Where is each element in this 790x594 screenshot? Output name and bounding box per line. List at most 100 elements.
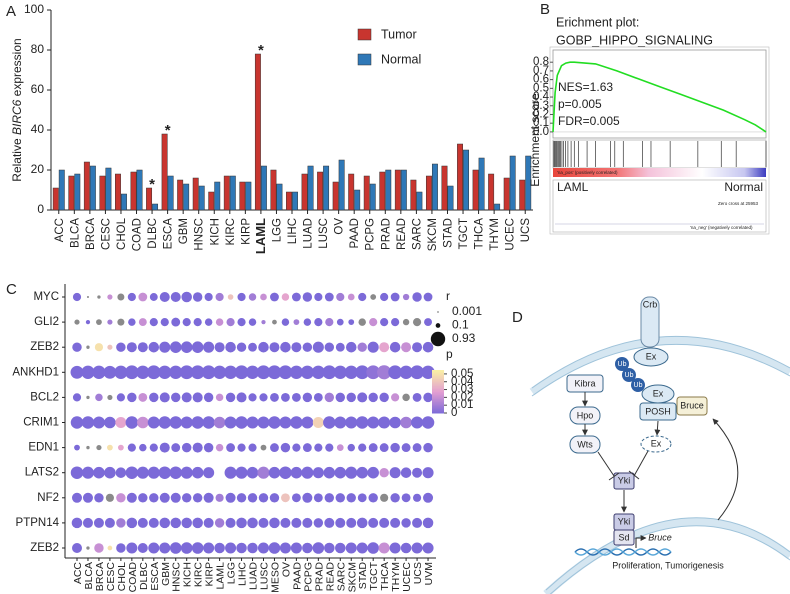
dot	[412, 318, 422, 327]
dot	[368, 517, 379, 528]
bar	[363, 175, 370, 211]
dot	[270, 443, 279, 453]
dot	[312, 416, 324, 429]
column-label: ESCA	[149, 562, 161, 591]
dot	[117, 293, 125, 301]
x-tick-label: LAML	[253, 218, 268, 254]
dot	[95, 393, 103, 402]
column-label: LUAD	[248, 562, 260, 590]
group-label: Normal	[724, 180, 763, 194]
x-tick-label: UCEC	[505, 218, 517, 251]
column-label: KICH	[182, 562, 194, 587]
dot	[86, 295, 90, 299]
dot	[139, 443, 147, 452]
color-legend-bar	[432, 397, 444, 400]
x-tick-label: LUAD	[303, 218, 315, 249]
dot	[149, 392, 159, 403]
dot	[379, 392, 389, 403]
node-label: Ex	[646, 351, 657, 361]
x-tick-label: BRCA	[85, 218, 97, 250]
dot	[215, 493, 224, 502]
dot	[355, 365, 370, 380]
x-tick-label: STAD	[442, 218, 454, 248]
dot	[313, 518, 324, 528]
x-tick-label: DLBC	[147, 218, 159, 249]
yki-node	[613, 472, 635, 490]
node-label: Ub	[625, 372, 634, 379]
color-legend-bar	[432, 381, 444, 384]
y-tick-label: 0.2	[533, 109, 549, 121]
color-legend-bar	[432, 382, 444, 385]
dot	[257, 466, 270, 479]
dot	[136, 365, 150, 379]
bar	[478, 157, 485, 211]
bar	[260, 165, 267, 211]
dot	[248, 342, 257, 352]
y-tick-label: 20	[31, 162, 45, 176]
dot	[171, 443, 181, 453]
dot	[225, 392, 236, 403]
dot	[192, 392, 203, 403]
dot	[334, 466, 347, 479]
dot	[422, 517, 434, 529]
dot	[423, 492, 434, 503]
dot	[289, 365, 304, 379]
dot	[93, 517, 104, 528]
dot	[191, 542, 204, 554]
x-tick-label: ESCA	[163, 218, 175, 250]
dot	[203, 542, 215, 554]
dot	[70, 466, 84, 479]
dot	[125, 466, 139, 479]
dot	[159, 442, 170, 453]
bar	[198, 185, 205, 211]
dot	[147, 466, 160, 479]
color-legend-bar	[432, 371, 444, 374]
gene-label: Bruce	[648, 532, 672, 542]
dot	[94, 543, 104, 553]
bar	[254, 53, 261, 211]
y-axis-label: Enrichment score	[528, 93, 542, 187]
dot	[291, 342, 302, 353]
dot	[71, 492, 83, 503]
dot	[258, 341, 269, 353]
color-legend-bar	[432, 410, 444, 413]
column-label: SKCM	[346, 562, 358, 592]
dot	[148, 542, 160, 554]
dot	[203, 392, 214, 403]
dot	[114, 365, 128, 379]
dot	[291, 493, 301, 503]
dot	[237, 443, 246, 452]
row-label: PTPN14	[16, 517, 60, 529]
dot	[236, 342, 247, 352]
dot	[347, 293, 355, 301]
dot	[192, 442, 203, 453]
rank-frame	[552, 179, 767, 233]
dot	[335, 542, 346, 554]
dot	[412, 517, 423, 528]
dot	[138, 318, 147, 327]
y-tick-label: 100	[24, 2, 44, 16]
x-tick-label: SARC	[411, 218, 423, 250]
dot	[302, 542, 313, 554]
dot	[116, 393, 125, 402]
dot	[203, 467, 215, 479]
y-tick-label: 0.6	[533, 74, 549, 86]
bar	[509, 155, 516, 211]
ex-degraded	[640, 435, 672, 453]
dot	[149, 443, 158, 452]
dot	[389, 542, 401, 554]
dot	[96, 445, 102, 451]
dot	[302, 443, 312, 453]
dot	[97, 295, 101, 299]
y-axis-label-part: BIRC6	[10, 99, 24, 135]
dot	[203, 517, 214, 528]
dot	[358, 318, 366, 326]
dot	[138, 392, 148, 402]
bar	[183, 183, 190, 211]
promoter-arrow	[635, 535, 647, 548]
bar	[208, 191, 215, 211]
x-tick-label: BLCA	[69, 218, 81, 248]
dot	[290, 416, 303, 429]
dot	[269, 517, 280, 529]
dot	[390, 442, 400, 453]
